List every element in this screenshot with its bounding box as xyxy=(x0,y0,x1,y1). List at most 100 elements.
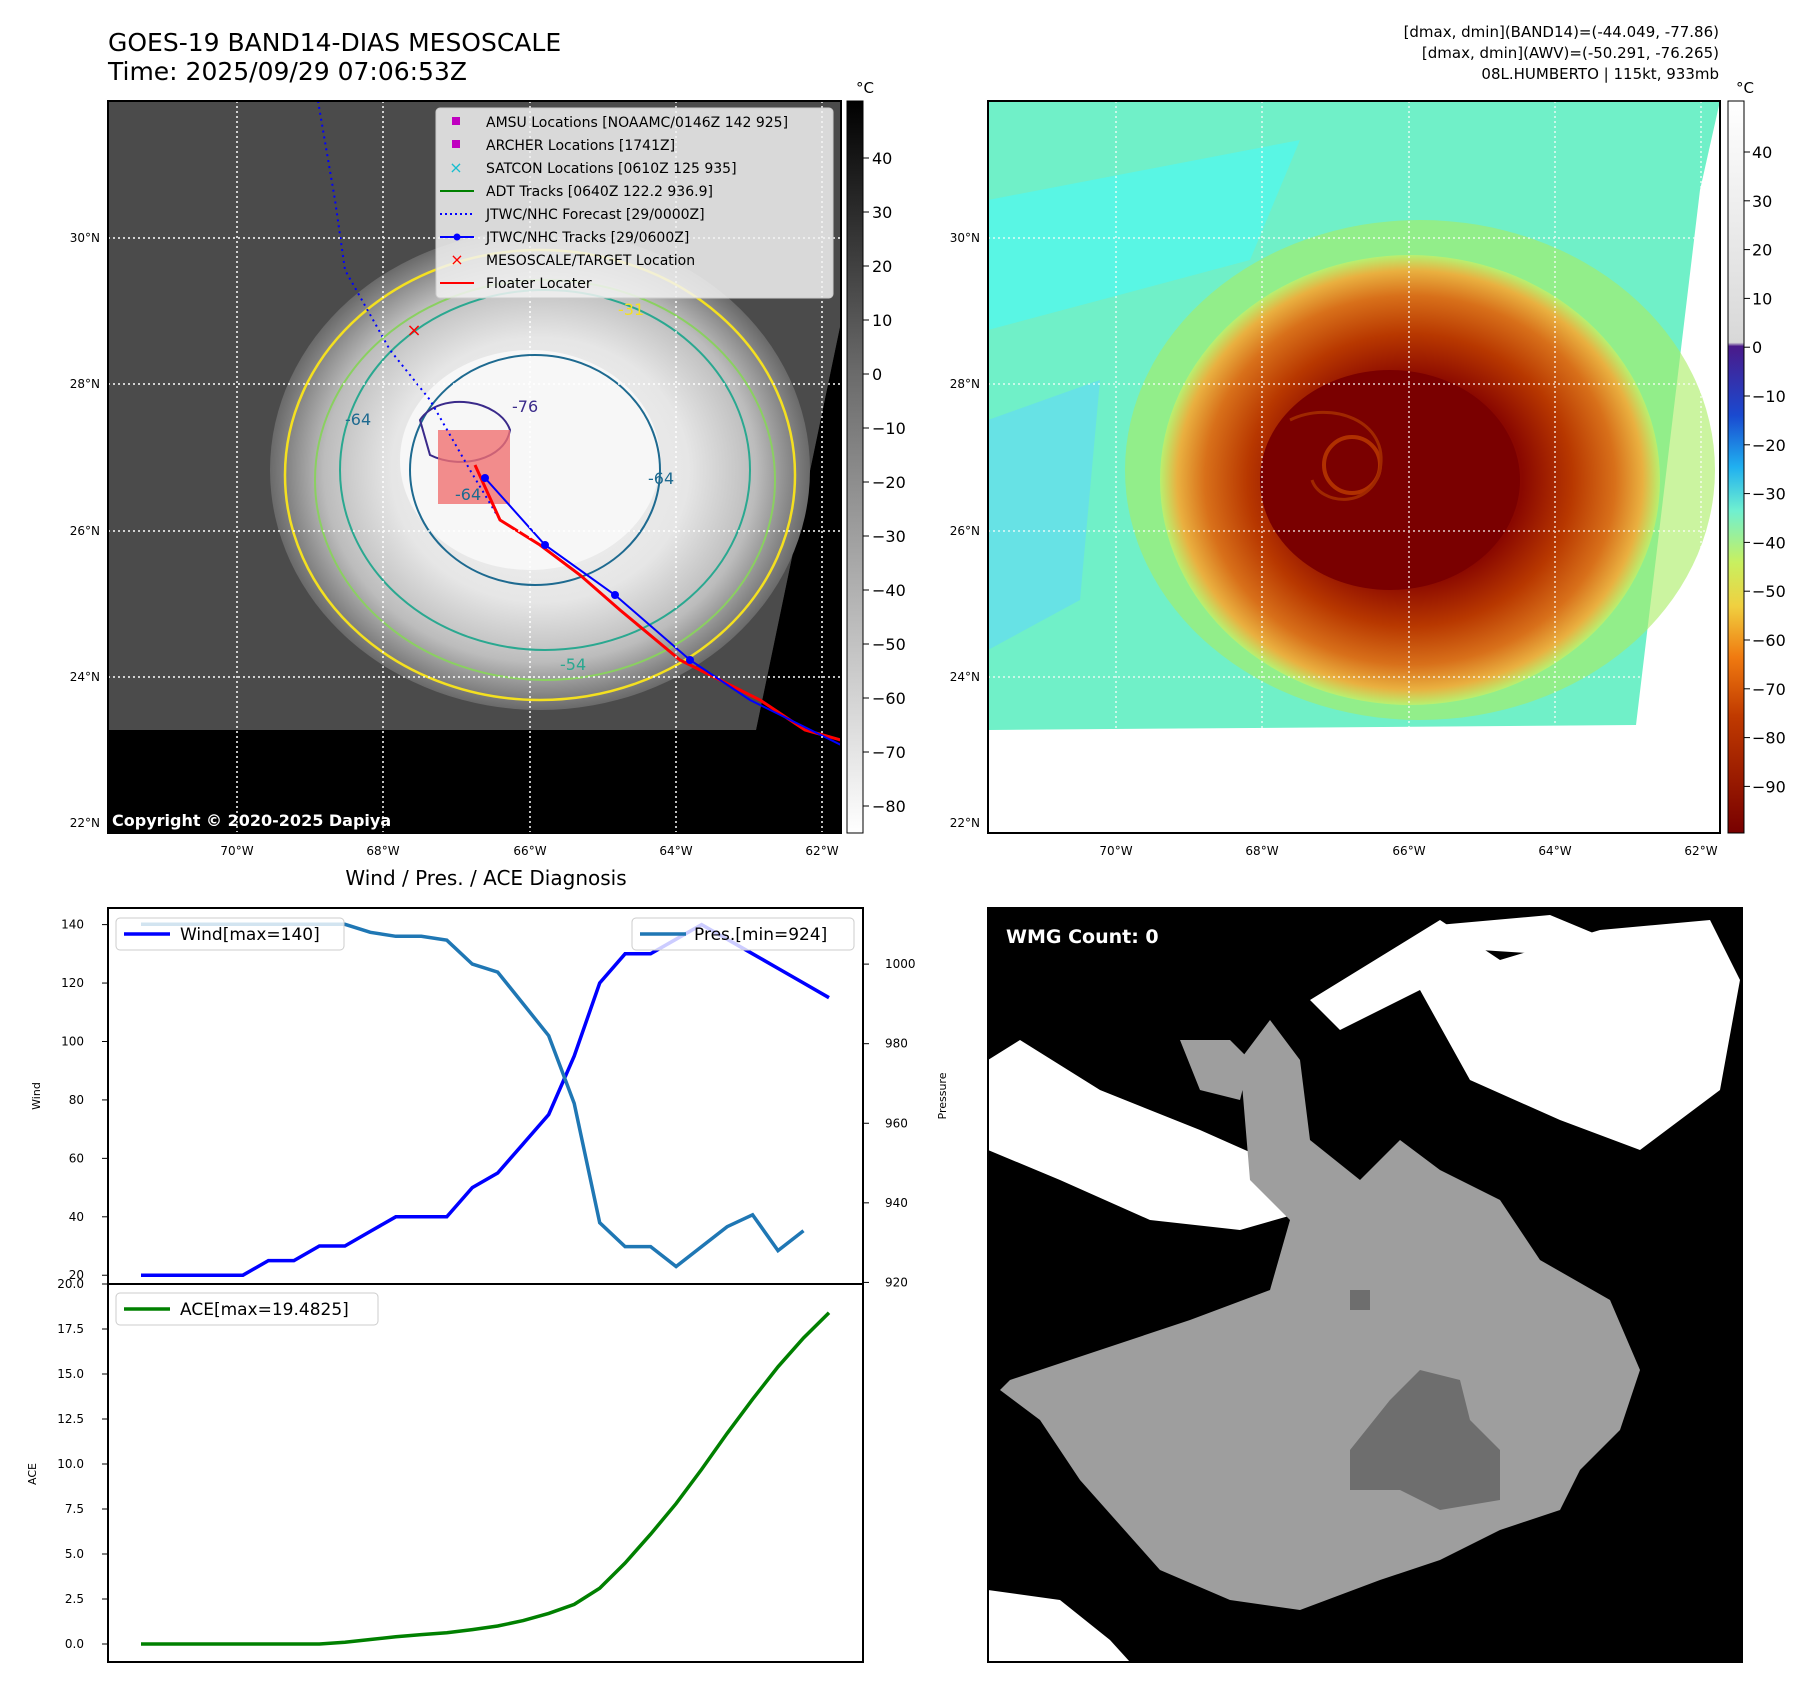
wind-legend: Wind[max=140] xyxy=(115,917,345,951)
track-point xyxy=(541,541,549,549)
legend-floater: Floater Locater xyxy=(486,276,592,292)
pressure-legend: Pres.[min=924] xyxy=(631,917,855,951)
ace-series-line xyxy=(141,1311,831,1646)
ace-ylabel: ACE xyxy=(26,1463,39,1485)
color-colorbar-unit: °C xyxy=(1736,79,1754,97)
color-colorbar-tick: −40 xyxy=(1752,533,1786,552)
gray-colorbar-tick: 40 xyxy=(872,149,892,168)
figure-time: Time: 2025/09/29 07:06:53Z xyxy=(107,57,467,86)
gray-colorbar-tick: 30 xyxy=(872,203,892,222)
ace-tick-label: 10.0 xyxy=(57,1457,84,1471)
contour-label: -31 xyxy=(618,300,644,319)
ace-tick-label: 7.5 xyxy=(65,1502,84,1516)
gray-colorbar-tick: 20 xyxy=(872,257,892,276)
track-point xyxy=(611,591,619,599)
ace-legend-label: ACE[max=19.4825] xyxy=(180,1300,349,1320)
pressure-tick-label: 1000 xyxy=(885,957,916,971)
wind-tick-label: 120 xyxy=(61,976,84,990)
wind-tick-label: 20 xyxy=(69,1268,84,1282)
lat-label: 30°N xyxy=(950,231,980,245)
color-colorbar-tick: 40 xyxy=(1752,143,1772,162)
track-point xyxy=(686,656,694,664)
gray-colorbar-tick: −40 xyxy=(872,581,906,600)
contour-label: -54 xyxy=(560,655,586,674)
track-point xyxy=(481,474,489,482)
contour-label: -64 xyxy=(455,485,481,504)
legend-forecast: JTWC/NHC Forecast [29/0000Z] xyxy=(485,207,705,223)
color-colorbar-tick: 10 xyxy=(1752,289,1772,308)
lat-label: 22°N xyxy=(70,816,100,830)
gray-colorbar-tick: −30 xyxy=(872,527,906,546)
color-colorbar-tick: −70 xyxy=(1752,680,1786,699)
color-colorbar-tick: −80 xyxy=(1752,729,1786,748)
observed-track xyxy=(484,477,841,746)
color-colorbar-tick: −10 xyxy=(1752,387,1786,406)
lat-label: 24°N xyxy=(70,670,100,684)
pressure-tick-label: 940 xyxy=(885,1196,908,1210)
pressure-tick-label: 960 xyxy=(885,1116,908,1130)
lon-label: 68°W xyxy=(1245,844,1278,858)
ace-legend: ACE[max=19.4825] xyxy=(115,1292,379,1326)
legend-target-marker: × xyxy=(450,250,463,269)
ace-tick-label: 2.5 xyxy=(65,1592,84,1606)
lon-label: 64°W xyxy=(1538,844,1571,858)
lat-label: 28°N xyxy=(950,377,980,391)
wind-tick-label: 100 xyxy=(61,1034,84,1048)
color-colorbar-tick: −50 xyxy=(1752,582,1786,601)
contour-label: -76 xyxy=(512,397,538,416)
gray-colorbar-tick: −20 xyxy=(872,473,906,492)
gray-colorbar-tick: 0 xyxy=(872,365,882,384)
lat-label: 22°N xyxy=(950,816,980,830)
stats-line-3: 08L.HUMBERTO | 115kt, 933mb xyxy=(1481,65,1719,83)
ace-tick-label: 12.5 xyxy=(57,1412,84,1426)
stats-line-2: [dmax, dmin](AWV)=(-50.291, -76.265) xyxy=(1422,44,1719,62)
gray-colorbar-tick: −10 xyxy=(872,419,906,438)
diagnosis-title: Wind / Pres. / ACE Diagnosis xyxy=(345,866,626,890)
gray-colorbar-tick: −50 xyxy=(872,635,906,654)
color-colorbar-tick: −90 xyxy=(1752,777,1786,796)
lat-label: 28°N xyxy=(70,377,100,391)
ir-map-panel: × -31 -76 -64 -64 -64 -54 Copyright © 20… xyxy=(70,100,842,858)
lat-label: 26°N xyxy=(950,524,980,538)
legend-target: MESOSCALE/TARGET Location xyxy=(486,253,695,269)
wind-tick-label: 60 xyxy=(69,1151,84,1165)
legend-amsu-marker xyxy=(452,117,460,125)
wind-tick-label: 140 xyxy=(61,918,84,932)
figure-title: GOES-19 BAND14-DIAS MESOSCALE xyxy=(108,28,561,57)
color-colorbar-tick: 20 xyxy=(1752,241,1772,260)
color-colorbar-tick: 0 xyxy=(1752,338,1762,357)
legend-archer: ARCHER Locations [1741Z] xyxy=(486,138,675,154)
ace-tick-label: 15.0 xyxy=(57,1367,84,1381)
stats-line-1: [dmax, dmin](BAND14)=(-44.049, -77.86) xyxy=(1404,23,1719,41)
target-marker: × xyxy=(406,320,421,341)
pressure-tick-label: 920 xyxy=(885,1275,908,1289)
pressure-legend-label: Pres.[min=924] xyxy=(694,925,827,945)
lon-label: 70°W xyxy=(220,844,253,858)
wmg-count-label: WMG Count: 0 xyxy=(1006,926,1159,948)
legend-satcon: SATCON Locations [0610Z 125 935] xyxy=(486,161,737,177)
wind-tick-label: 40 xyxy=(69,1210,84,1224)
copyright-text: Copyright © 2020-2025 Dapiya xyxy=(112,811,391,830)
lat-label: 24°N xyxy=(950,670,980,684)
lon-label: 64°W xyxy=(659,844,692,858)
color-colorbar-tick: −30 xyxy=(1752,485,1786,504)
legend-satcon-marker: × xyxy=(449,158,462,177)
lon-label: 62°W xyxy=(805,844,838,858)
contour-label: -64 xyxy=(345,410,371,429)
pressure-ylabel: Pressure xyxy=(936,1072,949,1119)
ace-chart: 20.0 17.5 15.0 12.5 10.0 7.5 5.0 2.5 0.0 ACE ACE… xyxy=(26,1277,864,1663)
gray-colorbar-tick: 10 xyxy=(872,311,892,330)
legend-amsu: AMSU Locations [NOAAMC/0146Z 142 925] xyxy=(486,115,788,131)
contour-label: -64 xyxy=(648,469,674,488)
ace-tick-label: 0.0 xyxy=(65,1637,84,1651)
gray-colorbar-tick: −80 xyxy=(872,797,906,816)
gray-colorbar-unit: °C xyxy=(856,79,874,97)
pressure-tick-label: 980 xyxy=(885,1037,908,1051)
wind-tick-label: 80 xyxy=(69,1093,84,1107)
legend-tracks: JTWC/NHC Tracks [29/0600Z] xyxy=(485,230,689,246)
ir-map-legend: AMSU Locations [NOAAMC/0146Z 142 925] AR… xyxy=(435,107,834,299)
ace-tick-label: 5.0 xyxy=(65,1547,84,1561)
color-colorbar: °C 40 30 20 10 0 −10 −20 −30 −40 −50 −60 −70 −80 −90 xyxy=(1727,79,1786,834)
wind-ylabel: Wind xyxy=(30,1082,43,1110)
